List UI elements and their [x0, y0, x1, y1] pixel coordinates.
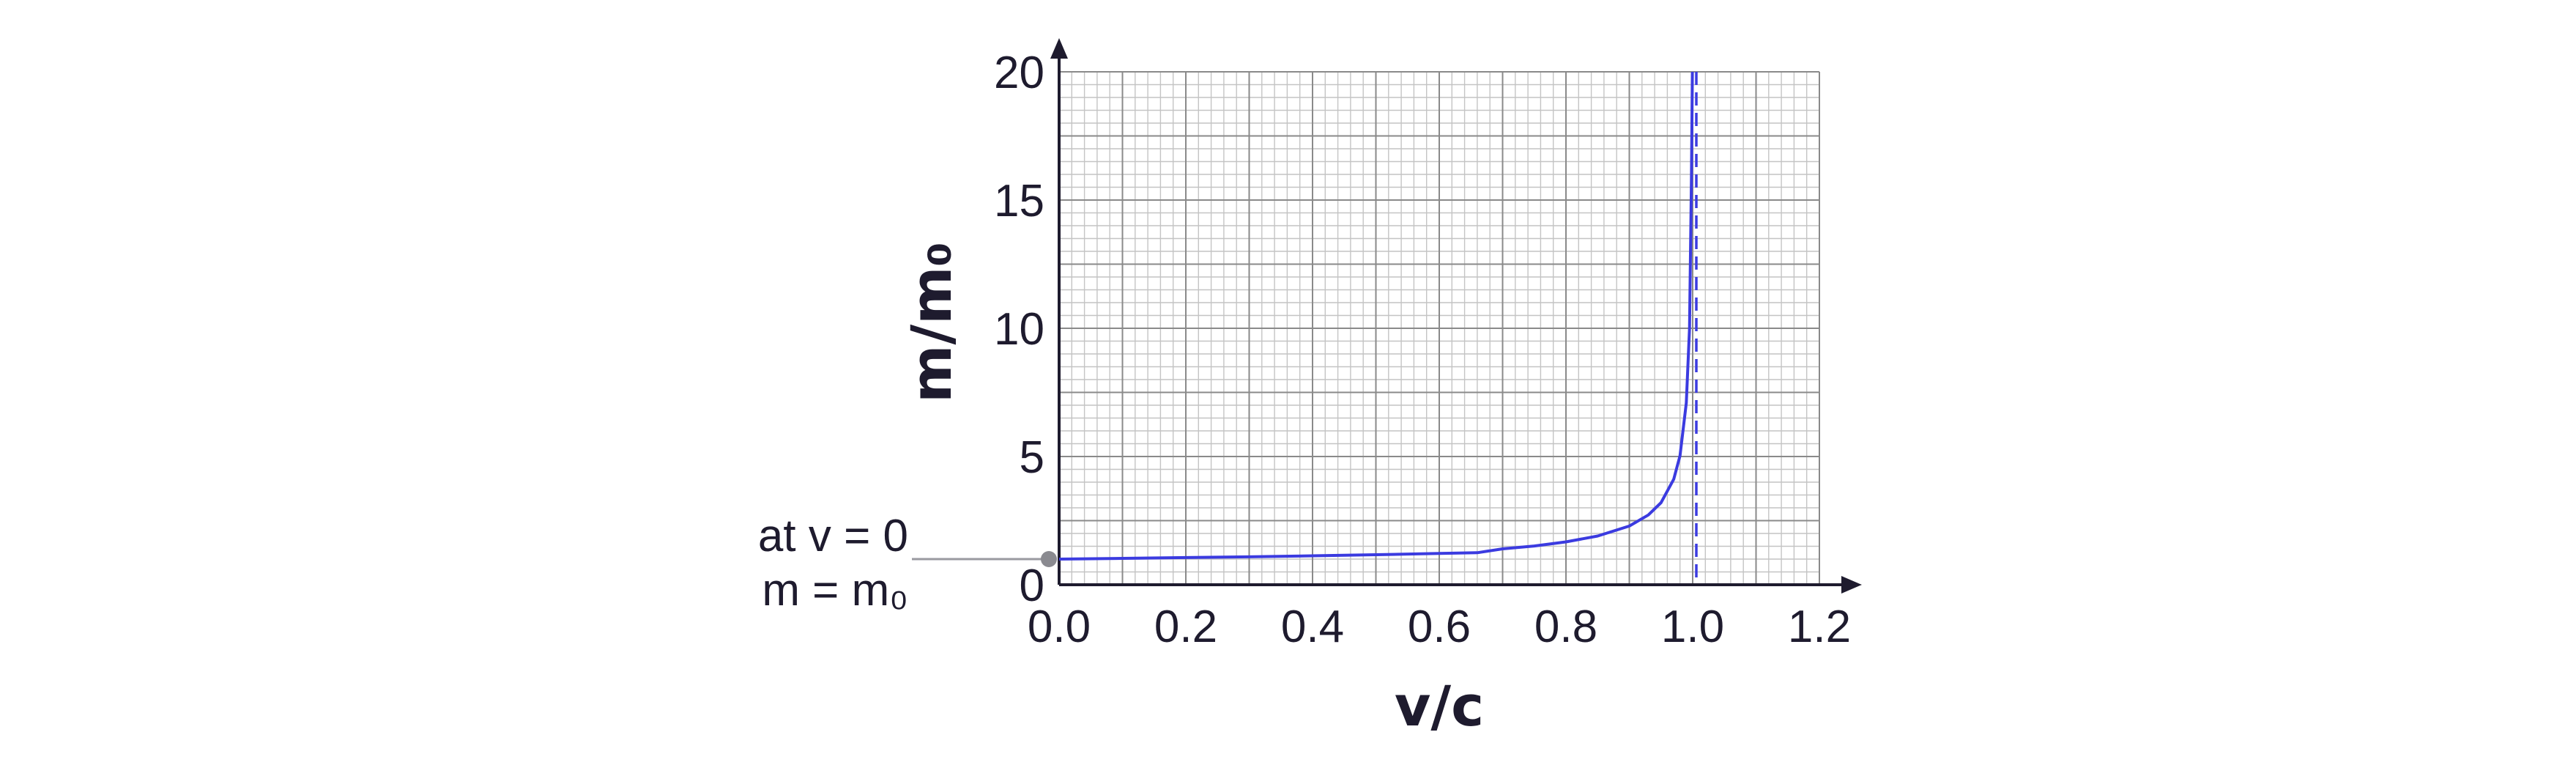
y-tick-label: 15 [994, 176, 1044, 226]
series-group [1058, 71, 1698, 585]
x-axis-title: v/c [1395, 673, 1484, 739]
x-tick-label: 0.2 [1154, 602, 1217, 652]
annotation-text-line-2: m = m₀ [762, 565, 908, 616]
y-tick-labels: 0 5 10 15 20 [994, 48, 1044, 611]
y-tick-label: 0 [1020, 561, 1044, 611]
x-tick-label: 0.4 [1281, 602, 1344, 652]
y-tick-label: 5 [1020, 432, 1044, 483]
x-tick-label: 1.2 [1788, 602, 1851, 652]
y-axis-arrow [1050, 38, 1068, 59]
series-line [1058, 71, 1694, 561]
x-tick-labels: 0.0 0.2 0.4 0.6 0.8 1.0 1.2 [1028, 602, 1851, 652]
y-axis-title: m/m₀ [899, 242, 964, 402]
x-tick-label: 0.8 [1534, 602, 1597, 652]
axes [1050, 38, 1862, 594]
x-tick-label: 0.0 [1028, 602, 1091, 652]
annotations: at v = 0m = m₀ [758, 511, 1057, 616]
annotation-point-marker [1041, 551, 1057, 567]
annotation-text-line-1: at v = 0 [758, 511, 908, 561]
x-tick-label: 1.0 [1661, 602, 1724, 652]
x-axis-arrow [1841, 576, 1862, 594]
y-tick-label: 20 [994, 48, 1044, 98]
y-tick-label: 10 [994, 304, 1044, 355]
x-tick-label: 0.6 [1408, 602, 1471, 652]
